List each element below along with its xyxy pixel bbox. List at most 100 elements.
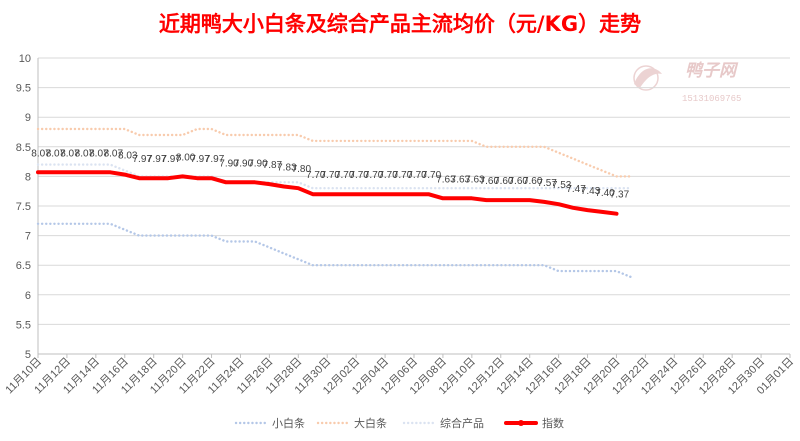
- watermark-brand: 鸭子网: [685, 61, 739, 81]
- index-point: [238, 180, 243, 184]
- index-point: [585, 208, 590, 212]
- y-tick-label: 5.5: [16, 319, 31, 331]
- index-data-label: 7.63: [465, 174, 485, 185]
- index-data-label: 7.80: [292, 164, 312, 175]
- index-point: [470, 196, 474, 200]
- index-point: [441, 196, 445, 200]
- index-point: [195, 176, 199, 180]
- index-data-label: 7.97: [132, 154, 152, 165]
- index-data-label: 7.90: [219, 158, 239, 169]
- y-axis-ticks: 5 5.5 6 6.5 7 7.5 8 8.5 9 9.5 10: [16, 53, 31, 361]
- y-tick-label: 6.5: [16, 260, 31, 272]
- index-point: [484, 198, 488, 202]
- index-point: [369, 192, 373, 196]
- legend-label: 综合产品: [440, 416, 484, 430]
- index-point: [209, 176, 214, 180]
- index-data-label: 8.07: [60, 148, 80, 159]
- index-data-label: 7.43: [581, 186, 601, 197]
- series-line-1: [36, 127, 633, 178]
- index-data-label: 8.07: [89, 148, 109, 159]
- index-point: [383, 192, 387, 196]
- index-point: [94, 170, 98, 174]
- data-labels: 8.078.078.078.078.078.078.037.977.977.97…: [31, 148, 629, 200]
- index-data-label: 7.57: [537, 178, 557, 189]
- index-data-label: 7.87: [263, 160, 283, 171]
- legend-marker: [518, 420, 524, 426]
- index-data-label: 8.07: [75, 148, 95, 159]
- y-tick-label: 5: [25, 349, 31, 361]
- index-point: [397, 192, 402, 196]
- index-data-label: 7.60: [494, 176, 514, 187]
- index-data-label: 7.70: [422, 170, 442, 181]
- series-line-0: [36, 222, 633, 279]
- index-point: [253, 180, 257, 184]
- index-data-label: 8.00: [176, 152, 196, 163]
- y-tick-label: 9.5: [16, 83, 31, 95]
- index-data-label: 7.47: [566, 184, 586, 195]
- index-data-label: 7.63: [451, 174, 471, 185]
- index-data-label: 7.60: [508, 176, 528, 187]
- y-tick-label: 10: [19, 53, 31, 65]
- index-point: [412, 192, 416, 196]
- index-data-label: 7.70: [378, 170, 398, 181]
- index-point: [311, 192, 315, 196]
- index-data-label: 7.37: [610, 190, 630, 201]
- index-data-label: 8.07: [31, 148, 51, 159]
- index-point: [340, 192, 344, 196]
- y-tick-label: 6: [25, 290, 31, 302]
- index-point: [152, 176, 156, 180]
- y-tick-label: 9: [25, 112, 31, 124]
- index-data-label: 7.70: [320, 170, 340, 181]
- legend-label: 大白条: [354, 416, 387, 430]
- index-point: [325, 192, 329, 196]
- index-data-label: 7.60: [523, 176, 543, 187]
- index-point: [426, 192, 431, 196]
- index-point: [79, 170, 83, 174]
- index-point: [499, 198, 503, 202]
- chart-title: 近期鸭大小白条及综合产品主流均价（元/KG）走势: [159, 12, 641, 36]
- index-data-label: 7.70: [393, 170, 413, 181]
- index-point: [181, 174, 185, 178]
- index-data-label: 7.70: [335, 170, 355, 181]
- index-point: [600, 210, 604, 214]
- index-point: [614, 212, 619, 216]
- index-data-label: 7.97: [161, 154, 181, 165]
- index-data-label: 7.70: [407, 170, 427, 181]
- index-point: [571, 206, 575, 210]
- y-gridlines: [38, 57, 790, 355]
- index-data-label: 7.97: [190, 154, 210, 165]
- index-data-label: 7.90: [248, 158, 268, 169]
- y-tick-label: 7.5: [16, 201, 31, 213]
- index-data-label: 7.53: [552, 180, 572, 191]
- legend: 小白条 大白条 综合产品 指数: [234, 416, 564, 430]
- watermark-phone: 15131069765: [682, 94, 741, 104]
- index-point: [224, 180, 228, 184]
- watermark: 鸭子网 15131069765: [633, 61, 741, 104]
- index-data-label: 8.03: [118, 151, 138, 162]
- index-point: [542, 200, 546, 204]
- index-point: [108, 170, 112, 174]
- y-tick-label: 8.5: [16, 142, 31, 154]
- index-data-label: 7.40: [595, 188, 615, 199]
- index-data-label: 7.63: [436, 174, 456, 185]
- y-tick-label: 8: [25, 171, 31, 183]
- index-point: [36, 170, 40, 174]
- index-point: [282, 184, 286, 189]
- index-point: [50, 170, 55, 174]
- index-point: [137, 176, 141, 180]
- y-tick-label: 7: [25, 231, 31, 243]
- legend-label: 指数: [542, 416, 564, 430]
- index-point: [65, 170, 69, 174]
- index-data-label: 7.70: [349, 170, 369, 181]
- duck-logo-icon: [633, 65, 662, 91]
- index-point: [123, 173, 127, 177]
- index-point: [296, 186, 300, 190]
- index-data-label: 7.60: [480, 176, 500, 187]
- index-data-label: 7.97: [147, 154, 167, 165]
- x-axis-ticks: 11月10日11月12日11月14日11月16日11月18日11月20日11月2…: [3, 356, 796, 397]
- index-point: [455, 196, 459, 200]
- index-data-label: 7.83: [277, 162, 297, 173]
- index-data-label: 7.70: [364, 170, 384, 181]
